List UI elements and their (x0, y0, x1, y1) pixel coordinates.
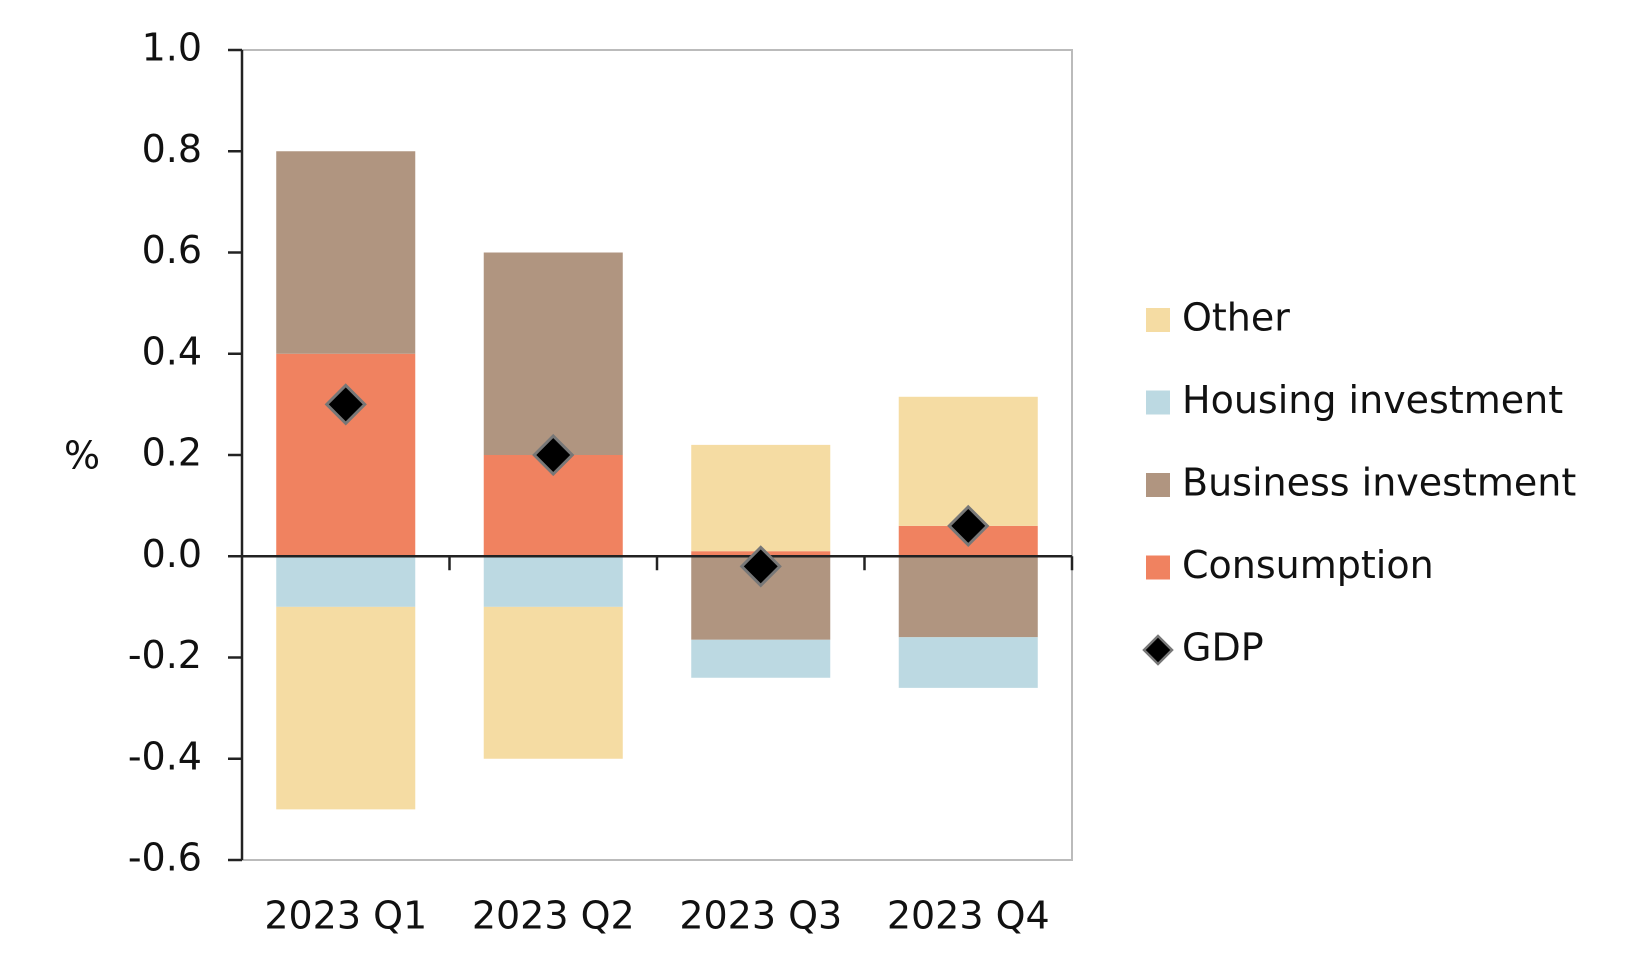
legend-swatch (1146, 390, 1170, 415)
y-axis-label: % (64, 434, 100, 478)
legend-label: Consumption (1182, 543, 1434, 587)
legend-swatch (1146, 308, 1170, 332)
legend-label: Other (1182, 296, 1290, 340)
legend-swatch (1146, 473, 1170, 497)
y-tick-label: 0.8 (142, 127, 202, 171)
bar-segment (898, 637, 1038, 688)
bar-segment (276, 606, 416, 810)
y-tick-label: 0.4 (142, 329, 202, 373)
legend-label: Business investment (1182, 461, 1576, 505)
bar-segment (276, 151, 416, 354)
bar-segment (898, 396, 1038, 526)
bar-segment (691, 639, 831, 678)
x-tick-label: 2023 Q1 (264, 894, 427, 938)
y-tick-label: 0.0 (142, 532, 202, 576)
bar-segment (483, 252, 623, 455)
bar-segment (483, 606, 623, 759)
bar-segment (276, 556, 416, 607)
y-tick-label: 0.6 (142, 228, 202, 272)
x-tick-label: 2023 Q4 (887, 894, 1050, 938)
y-tick-label: -0.2 (128, 633, 202, 677)
bar-segment (483, 556, 623, 607)
y-tick-label: -0.4 (128, 734, 202, 778)
legend-swatch (1146, 555, 1170, 580)
bar-segment (898, 556, 1038, 638)
y-tick-label: 1.0 (142, 26, 202, 70)
x-tick-label: 2023 Q2 (472, 894, 635, 938)
x-tick-label: 2023 Q3 (679, 894, 842, 938)
gdp-marker (739, 545, 782, 588)
gdp-marker (532, 433, 575, 477)
gdp-marker (324, 383, 367, 426)
y-tick-label: -0.6 (128, 836, 202, 880)
legend-label: Housing investment (1182, 378, 1563, 422)
legend-marker (1142, 634, 1174, 666)
legend-label: GDP (1182, 626, 1264, 670)
gdp-marker (947, 504, 990, 547)
y-tick-label: 0.2 (142, 431, 202, 475)
bar-segment (691, 444, 831, 552)
